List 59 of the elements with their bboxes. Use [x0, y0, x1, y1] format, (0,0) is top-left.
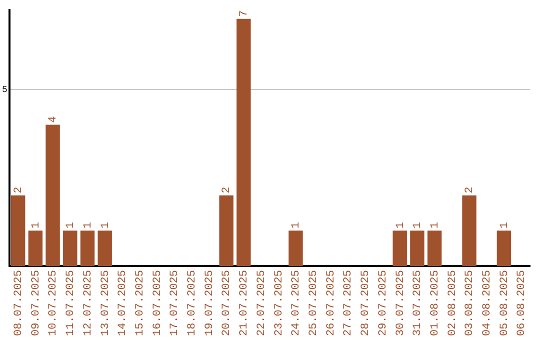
x-tick-label: 23.07.2025	[273, 270, 286, 336]
x-tick-label: 13.07.2025	[100, 270, 112, 336]
data-label: 1	[30, 222, 42, 229]
data-label: 7	[238, 10, 251, 17]
x-tick-label: 12.07.2025	[82, 270, 94, 336]
bar	[288, 230, 303, 266]
x-tick-label: 11.07.2025	[65, 270, 78, 336]
x-tick-label: 09.07.2025	[30, 270, 42, 336]
x-tick-label: 30.07.2025	[394, 270, 407, 336]
data-label: 4	[48, 116, 60, 123]
x-tick-label: 08.07.2025	[12, 270, 25, 336]
x-tick-label: 10.07.2025	[48, 270, 60, 336]
bar	[219, 195, 234, 266]
x-tick-label: 22.07.2025	[256, 270, 268, 336]
bar	[496, 230, 512, 266]
x-tick-label: 14.07.2025	[117, 270, 130, 336]
x-tick-label: 29.07.2025	[377, 270, 390, 336]
data-label: 1	[65, 222, 78, 229]
x-tick-label: 16.07.2025	[152, 270, 164, 336]
x-tick-label: 27.07.2025	[342, 270, 355, 336]
x-tick-label: 02.08.2025	[446, 270, 459, 336]
y-tick-label: 5	[2, 84, 8, 95]
data-label: 1	[100, 222, 112, 229]
x-tick-label: 20.07.2025	[221, 270, 234, 336]
data-label: 2	[464, 186, 476, 194]
bar	[10, 195, 26, 266]
bar	[462, 195, 476, 266]
x-tick-label: 01.08.2025	[429, 270, 442, 336]
x-tick-label: 28.07.2025	[360, 270, 372, 336]
data-label: 2	[12, 186, 25, 194]
bar	[410, 230, 424, 266]
x-tick-label: 06.08.2025	[516, 270, 528, 336]
x-tick-label: 25.07.2025	[308, 270, 320, 336]
data-label: 1	[498, 222, 511, 229]
x-tick-label: 26.07.2025	[325, 270, 338, 336]
x-tick-label: 19.07.2025	[204, 270, 216, 336]
x-tick-label: 03.08.2025	[464, 270, 476, 336]
x-tick-label: 05.08.2025	[498, 270, 511, 336]
x-tick-label: 24.07.2025	[290, 270, 303, 336]
bar	[63, 230, 78, 266]
bar	[46, 124, 60, 266]
data-label: 1	[290, 222, 303, 229]
data-label: 1	[429, 222, 442, 229]
bar	[427, 230, 442, 266]
data-label: 1	[82, 222, 94, 229]
data-label: 1	[412, 222, 424, 229]
x-tick-label: 15.07.2025	[134, 270, 146, 336]
bar	[236, 18, 251, 266]
x-tick-label: 31.07.2025	[412, 270, 424, 336]
x-tick-label: 18.07.2025	[186, 270, 199, 336]
data-label: 2	[221, 186, 234, 194]
x-tick-label: 17.07.2025	[169, 270, 182, 336]
x-tick-label: 04.08.2025	[482, 270, 494, 336]
bar	[80, 230, 95, 266]
data-label: 1	[394, 222, 407, 229]
bar	[28, 230, 43, 266]
bar	[98, 230, 112, 266]
x-tick-label: 21.07.2025	[238, 270, 251, 336]
bar	[392, 230, 407, 266]
